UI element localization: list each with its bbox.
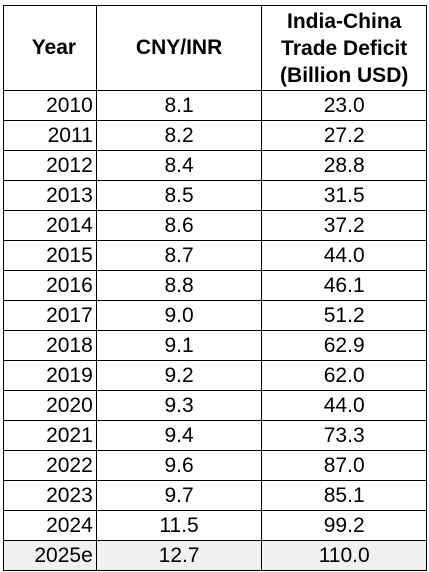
cell-year: 2022 [4, 451, 97, 480]
table-row: 2018 9.1 62.9 [4, 331, 427, 361]
cell-year: 2017 [4, 301, 97, 330]
cell-trade-deficit: 51.2 [262, 301, 427, 330]
cell-cny-inr: 11.5 [97, 511, 263, 540]
cell-trade-deficit: 37.2 [262, 211, 427, 240]
cell-cny-inr: 9.4 [97, 421, 263, 450]
table-row: 2020 9.3 44.0 [4, 391, 427, 421]
cell-trade-deficit: 85.1 [262, 481, 427, 510]
table-body: 2010 8.1 23.0 2011 8.2 27.2 2012 8.4 28.8 2013 8.5… [4, 91, 427, 571]
cell-trade-deficit: 110.0 [262, 541, 427, 570]
cell-trade-deficit: 62.9 [262, 331, 427, 360]
table-row: 2025e 12.7 110.0 [4, 541, 427, 571]
cell-cny-inr: 8.5 [97, 181, 263, 210]
cell-cny-inr: 8.7 [97, 241, 263, 270]
cell-year: 2011 [4, 121, 97, 150]
cell-trade-deficit: 62.0 [262, 361, 427, 390]
cell-cny-inr: 8.6 [97, 211, 263, 240]
cell-trade-deficit: 44.0 [262, 241, 427, 270]
table-row: 2014 8.6 37.2 [4, 211, 427, 241]
cell-cny-inr: 9.0 [97, 301, 263, 330]
table-row: 2012 8.4 28.8 [4, 151, 427, 181]
cell-trade-deficit: 23.0 [262, 91, 427, 120]
header-cny-inr: CNY/INR [97, 6, 263, 90]
table-row: 2013 8.5 31.5 [4, 181, 427, 211]
data-table: Year CNY/INR India-China Trade Deficit (… [3, 5, 427, 571]
cell-trade-deficit: 27.2 [262, 121, 427, 150]
table-row: 2011 8.2 27.2 [4, 121, 427, 151]
cell-year: 2013 [4, 181, 97, 210]
cell-cny-inr: 9.1 [97, 331, 263, 360]
cell-year: 2024 [4, 511, 97, 540]
cell-trade-deficit: 44.0 [262, 391, 427, 420]
table-row: 2021 9.4 73.3 [4, 421, 427, 451]
cell-cny-inr: 8.1 [97, 91, 263, 120]
cell-trade-deficit: 46.1 [262, 271, 427, 300]
cell-trade-deficit: 73.3 [262, 421, 427, 450]
cell-cny-inr: 12.7 [97, 541, 263, 570]
table-row: 2024 11.5 99.2 [4, 511, 427, 541]
cell-cny-inr: 9.6 [97, 451, 263, 480]
table-row: 2023 9.7 85.1 [4, 481, 427, 511]
cell-cny-inr: 8.2 [97, 121, 263, 150]
cell-year: 2025e [4, 541, 97, 570]
cell-trade-deficit: 31.5 [262, 181, 427, 210]
cell-trade-deficit: 87.0 [262, 451, 427, 480]
cell-cny-inr: 9.2 [97, 361, 263, 390]
table-row: 2017 9.0 51.2 [4, 301, 427, 331]
cell-cny-inr: 9.7 [97, 481, 263, 510]
table-row: 2010 8.1 23.0 [4, 91, 427, 121]
table-row: 2015 8.7 44.0 [4, 241, 427, 271]
table-row: 2016 8.8 46.1 [4, 271, 427, 301]
cell-year: 2018 [4, 331, 97, 360]
cell-trade-deficit: 99.2 [262, 511, 427, 540]
table-row: 2022 9.6 87.0 [4, 451, 427, 481]
cell-year: 2015 [4, 241, 97, 270]
cell-cny-inr: 9.3 [97, 391, 263, 420]
table-row: 2019 9.2 62.0 [4, 361, 427, 391]
cell-cny-inr: 8.8 [97, 271, 263, 300]
cell-year: 2016 [4, 271, 97, 300]
cell-year: 2019 [4, 361, 97, 390]
header-trade-deficit: India-China Trade Deficit (Billion USD) [262, 6, 427, 90]
cell-year: 2014 [4, 211, 97, 240]
cell-year: 2023 [4, 481, 97, 510]
header-year: Year [4, 6, 97, 90]
cell-year: 2020 [4, 391, 97, 420]
table-header-row: Year CNY/INR India-China Trade Deficit (… [4, 6, 427, 91]
cell-year: 2021 [4, 421, 97, 450]
cell-cny-inr: 8.4 [97, 151, 263, 180]
cell-trade-deficit: 28.8 [262, 151, 427, 180]
cell-year: 2012 [4, 151, 97, 180]
cell-year: 2010 [4, 91, 97, 120]
